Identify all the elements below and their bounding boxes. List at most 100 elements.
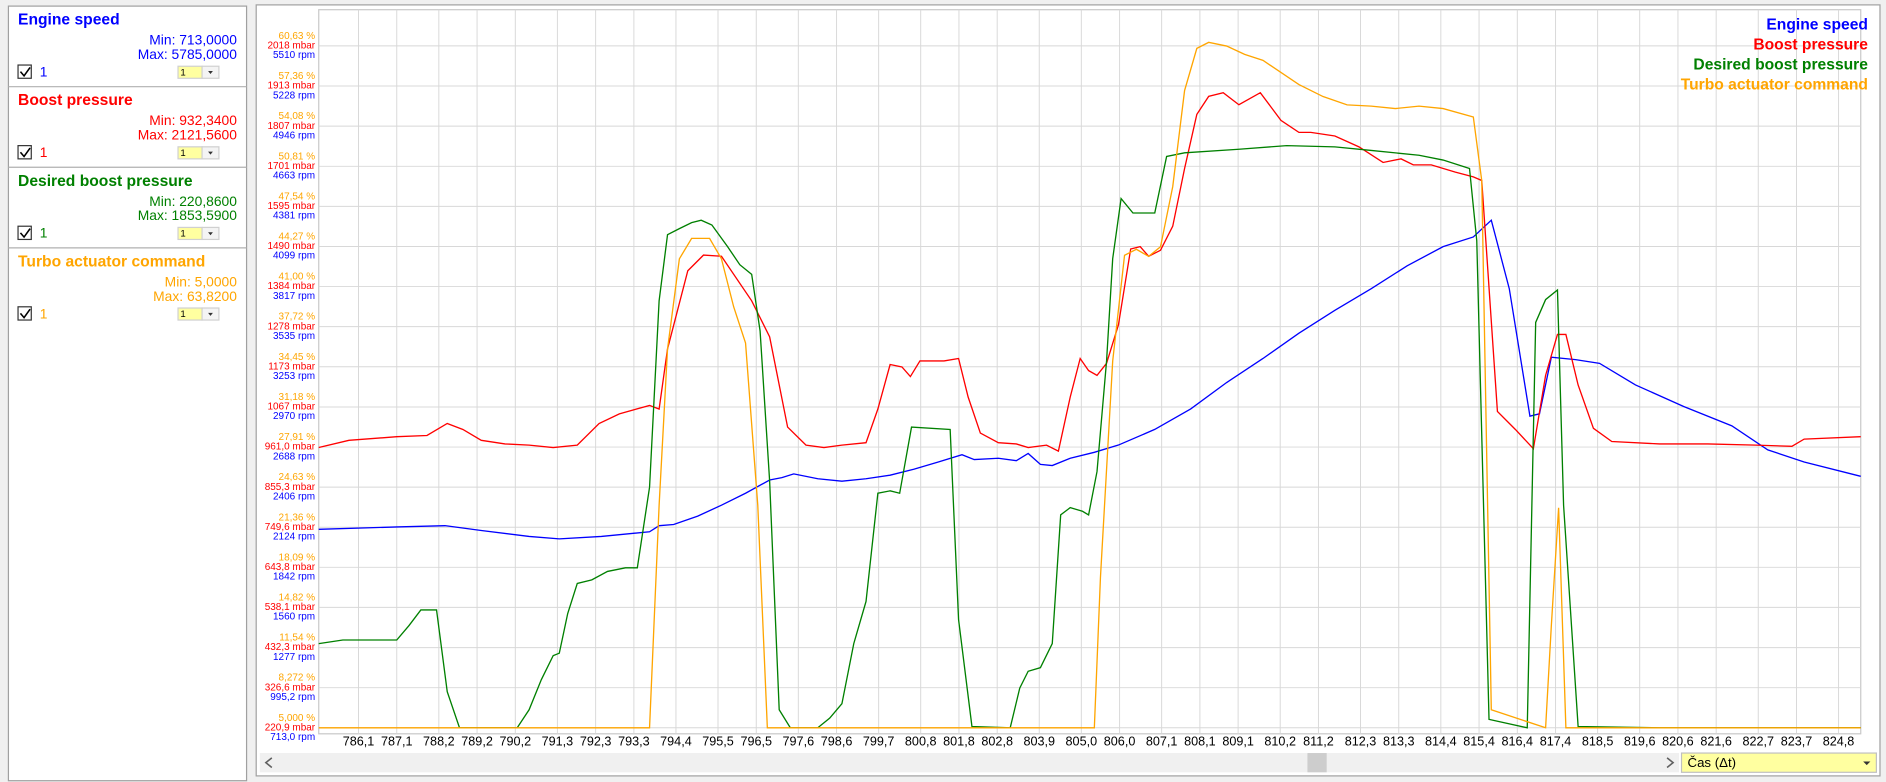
y-tick-label: 4381 rpm	[273, 211, 315, 222]
y3-tick-label: 37,72 %	[279, 312, 316, 323]
select-label: 1	[180, 229, 185, 240]
x-tick-label: 820,6	[1662, 735, 1694, 749]
y2-tick-label: 749,6 mbar	[265, 522, 316, 533]
y2-tick-label: 220,9 mbar	[265, 722, 316, 733]
x-tick-label: 811,2	[1303, 735, 1334, 749]
x-tick-label: 813,3	[1383, 735, 1415, 749]
select-arrow	[208, 71, 213, 75]
y2-tick-label: 1595 mbar	[267, 201, 315, 212]
checkbox[interactable]	[17, 225, 32, 241]
y3-tick-label: 11,54 %	[279, 633, 315, 644]
x-tick-label: 787,1	[381, 735, 413, 749]
y3-tick-label: 34,45 %	[279, 352, 316, 363]
select-label: 1	[180, 148, 185, 159]
y-tick-label: 2970 rpm	[273, 411, 315, 422]
checkbox[interactable]	[17, 145, 32, 160]
y2-tick-label: 1384 mbar	[267, 281, 315, 292]
y3-tick-label: 44,27 %	[279, 231, 316, 242]
y2-tick-label: 1913 mbar	[267, 81, 315, 92]
x-tick-label: 801,8	[943, 735, 975, 749]
x-tick-label: 792,3	[580, 735, 612, 749]
x-tick-label: 815,4	[1463, 735, 1495, 749]
x-tick-label: 803,9	[1023, 735, 1055, 749]
series-line	[318, 144, 1861, 729]
dropdown-arrow	[1863, 761, 1871, 766]
y-tick-label: 2406 rpm	[273, 491, 315, 502]
y-tick-label: 4663 rpm	[273, 171, 315, 182]
check-mark	[19, 228, 31, 239]
x-tick-label: 818,5	[1582, 735, 1614, 749]
y3-tick-label: 60,63 %	[279, 31, 316, 42]
x-tick-label: 802,8	[981, 735, 1013, 749]
select-label: 1	[180, 67, 185, 78]
y2-tick-label: 1701 mbar	[267, 161, 315, 172]
x-tick-label: 805,0	[1066, 735, 1098, 749]
x-tick-label: 796,5	[740, 735, 772, 749]
series-line	[318, 41, 1861, 729]
y3-tick-label: 31,18 %	[279, 392, 316, 403]
select-arrow	[208, 312, 213, 316]
y-tick-label: 995,2 rpm	[270, 692, 315, 703]
y-tick-label: 4099 rpm	[273, 251, 315, 262]
scroll-right[interactable]	[1666, 757, 1675, 769]
series-title: Turbo actuator command	[18, 253, 205, 270]
x-tick-label: 800,8	[905, 735, 937, 749]
x-tick-label: 798,6	[821, 735, 853, 749]
scrollbar[interactable]	[259, 753, 1680, 773]
x-tick-label: 786,1	[343, 735, 375, 749]
x-tick-label: 824,8	[1823, 735, 1855, 749]
check-label: 1	[40, 64, 48, 80]
y3-tick-label: 8,272 %	[279, 673, 316, 684]
scroll-left[interactable]	[264, 757, 273, 769]
y3-tick-label: 14,82 %	[279, 592, 316, 603]
min-label: Min: 932,3400	[149, 112, 237, 128]
series-title: Engine speed	[18, 12, 120, 29]
legend-entry: Desired boost pressure	[1693, 57, 1868, 74]
y-tick-label: 5510 rpm	[273, 50, 315, 61]
select-arrow	[208, 151, 213, 155]
y3-tick-label: 5,000 %	[279, 713, 316, 724]
legend-entry: Engine speed	[1766, 16, 1868, 33]
y3-tick-label: 24,63 %	[279, 472, 316, 483]
y2-tick-label: 643,8 mbar	[265, 562, 316, 573]
x-tick-label: 791,3	[542, 735, 574, 749]
x-tick-label: 812,3	[1345, 735, 1377, 749]
lines	[318, 41, 1861, 729]
y-tick-label: 713,0 rpm	[270, 732, 315, 743]
checkbox[interactable]	[17, 64, 32, 79]
series-title: Desired boost pressure	[18, 173, 193, 190]
y-tick-label: 1842 rpm	[273, 572, 315, 583]
x-tick-label: 788,2	[423, 735, 455, 749]
side-panel	[7, 5, 248, 782]
x-tick-label: 789,2	[461, 735, 493, 749]
y3-tick-label: 21,36 %	[279, 512, 316, 523]
y3-tick-label: 18,09 %	[279, 552, 316, 563]
y3-tick-label: 57,36 %	[279, 71, 316, 82]
labels: 786,1 787,1 788,2 789,2 790,2 791,3 792,3 793,3…	[265, 16, 1869, 748]
x-tick-label: 816,4	[1502, 735, 1534, 749]
y-tick-label: 3535 rpm	[273, 331, 315, 342]
checkbox[interactable]	[17, 306, 32, 321]
y-tick-label: 2124 rpm	[273, 531, 315, 542]
y2-tick-label: 1067 mbar	[267, 401, 315, 412]
y-tick-label: 1277 rpm	[273, 652, 315, 663]
select-arrow	[208, 232, 213, 236]
select-label: 1	[180, 309, 185, 320]
scroll-thumb[interactable]	[1307, 753, 1327, 773]
y-tick-label: 4946 rpm	[273, 130, 315, 141]
y3-tick-label: 27,91 %	[279, 432, 316, 443]
x-axis-selector[interactable]	[1680, 752, 1877, 773]
legend-entry: Boost pressure	[1753, 37, 1868, 54]
min-label: Min: 713,0000	[149, 32, 237, 48]
y2-tick-label: 538,1 mbar	[265, 602, 316, 613]
x-tick-label: 807,1	[1146, 735, 1178, 749]
check-mark	[19, 147, 31, 158]
max-label: Max: 1853,5900	[138, 207, 237, 223]
series-line	[318, 91, 1861, 453]
check-label: 1	[40, 144, 48, 160]
y2-tick-label: 1278 mbar	[267, 321, 315, 332]
x-tick-label: 814,4	[1425, 735, 1457, 749]
max-label: Max: 2121,5600	[138, 127, 237, 143]
